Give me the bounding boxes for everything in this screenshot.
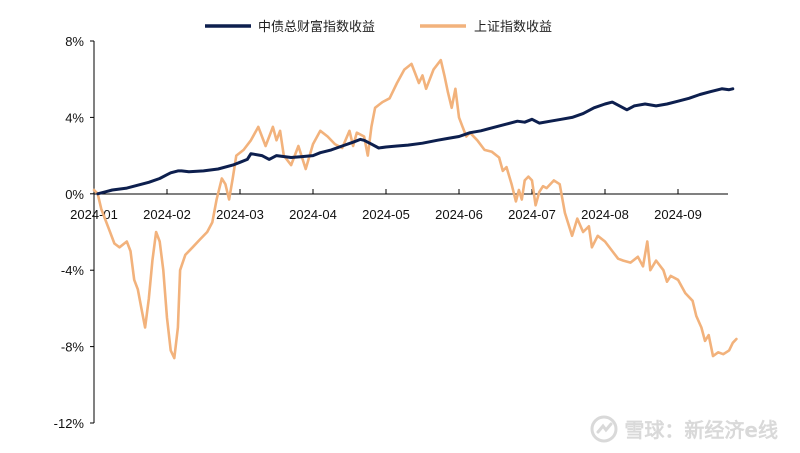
y-tick-label: -8%: [61, 340, 85, 355]
watermark-text: 雪球：新经济e线: [624, 418, 778, 442]
y-tick-label: 4%: [65, 110, 84, 125]
x-tick-label: 2024-01: [70, 207, 118, 222]
y-tick-label: -4%: [61, 263, 85, 278]
y-tick-label: 0%: [65, 187, 84, 202]
x-tick-label: 2024-08: [581, 207, 629, 222]
y-tick-label: -12%: [54, 416, 85, 431]
legend-label: 上证指数收益: [474, 20, 552, 35]
watermark: 雪球：新经济e线: [590, 414, 778, 443]
chart-axes: 8% 4% 0% -4% -8% -12% 2024-01 2024-02 2024-03 202…: [54, 34, 728, 431]
x-tick-label: 2024-05: [362, 207, 410, 222]
x-tick-label: 2024-03: [216, 207, 264, 222]
x-tick-label: 2024-09: [654, 207, 702, 222]
y-tick-label: 8%: [65, 34, 84, 49]
x-tick-label: 2024-06: [435, 207, 483, 222]
legend: 中债总财富指数收益 上证指数收益: [205, 19, 552, 35]
series-line-bond-index: [96, 87, 735, 196]
x-tick-label: 2024-07: [508, 207, 556, 222]
series-lines: [92, 58, 738, 360]
x-tick-label: 2024-02: [143, 207, 191, 222]
series-line-shanghai-index: [92, 58, 738, 360]
legend-label: 中债总财富指数收益: [258, 19, 375, 35]
snowball-logo-icon: [590, 415, 618, 442]
x-tick-label: 2024-04: [289, 207, 337, 222]
